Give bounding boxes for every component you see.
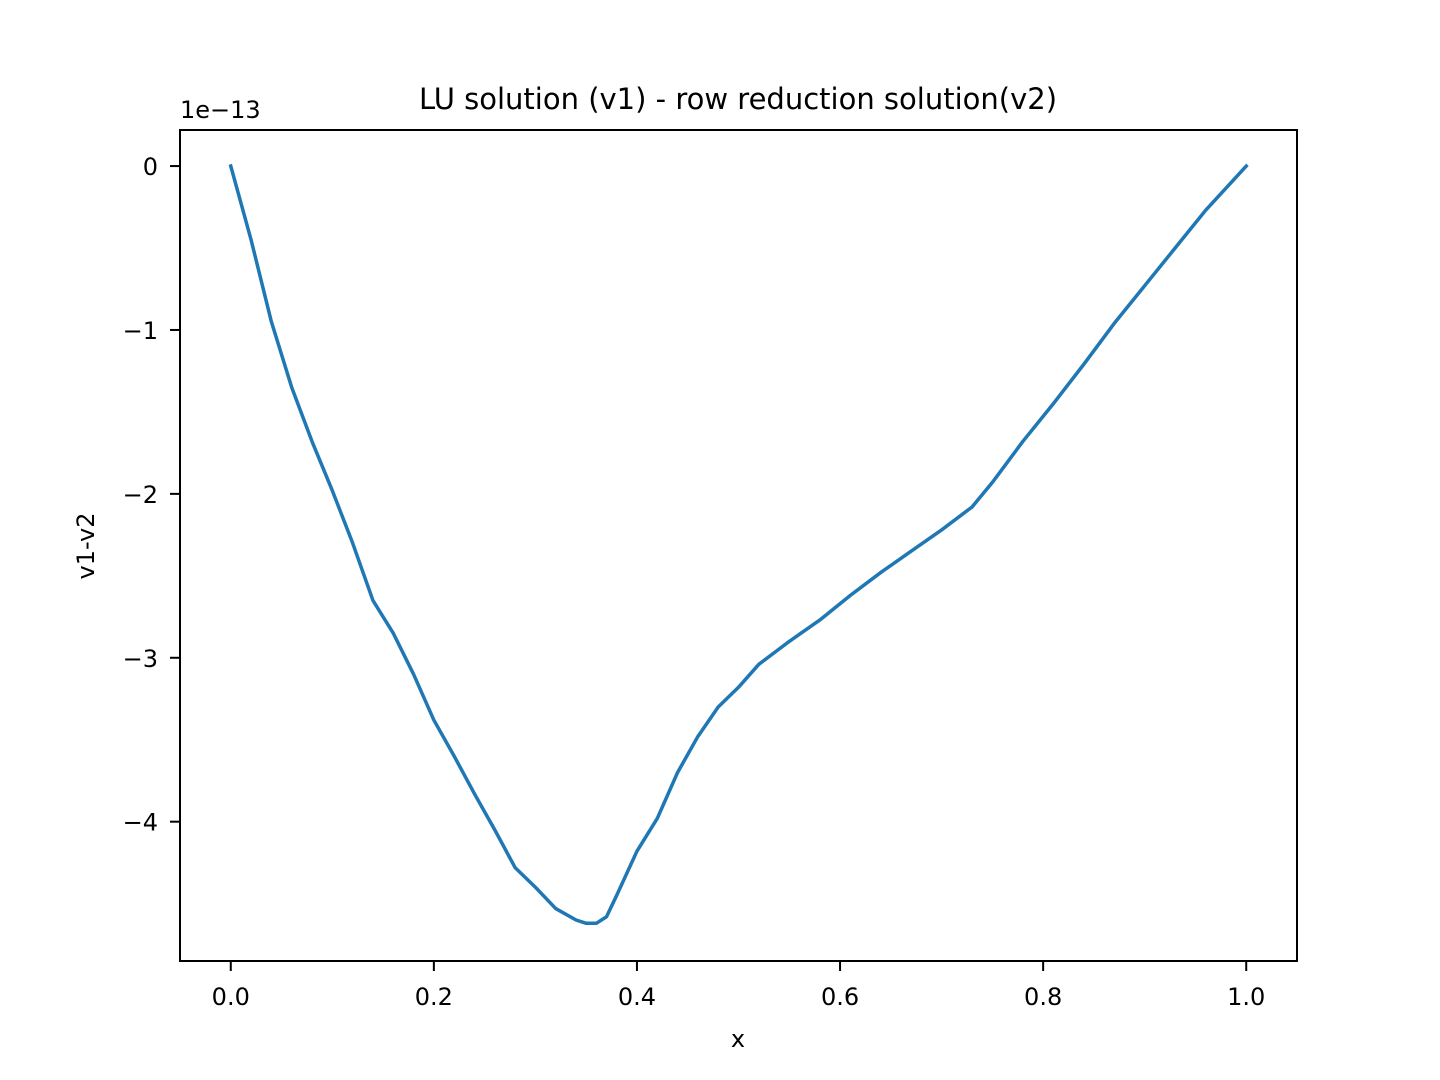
x-axis-ticks: 0.0 0.2 0.4 0.6 0.8 1.0 bbox=[212, 961, 1265, 1011]
y-tick-label: −3 bbox=[123, 645, 158, 673]
x-axis-label: x bbox=[731, 1025, 745, 1053]
y-axis-offset-text: 1e−13 bbox=[180, 96, 261, 124]
y-tick-label: −4 bbox=[123, 809, 158, 837]
plot-frame bbox=[179, 129, 1298, 962]
plot-area bbox=[228, 163, 1249, 926]
chart-title: LU solution (v1) - row reduction solutio… bbox=[419, 82, 1057, 116]
y-tick-label: −1 bbox=[123, 317, 158, 345]
y-axis-ticks: 0 −1 −2 −3 −4 bbox=[123, 153, 180, 837]
x-tick-label: 0.6 bbox=[821, 983, 859, 1011]
series-line-0 bbox=[228, 163, 1249, 926]
x-tick-label: 1.0 bbox=[1227, 983, 1265, 1011]
y-tick-label: −2 bbox=[123, 481, 158, 509]
x-tick-label: 0.4 bbox=[618, 983, 656, 1011]
x-tick-label: 0.0 bbox=[212, 983, 250, 1011]
x-tick-label: 0.2 bbox=[415, 983, 453, 1011]
y-axis-label: v1-v2 bbox=[72, 513, 100, 580]
y-tick-label: 0 bbox=[143, 153, 158, 181]
x-tick-label: 0.8 bbox=[1024, 983, 1062, 1011]
